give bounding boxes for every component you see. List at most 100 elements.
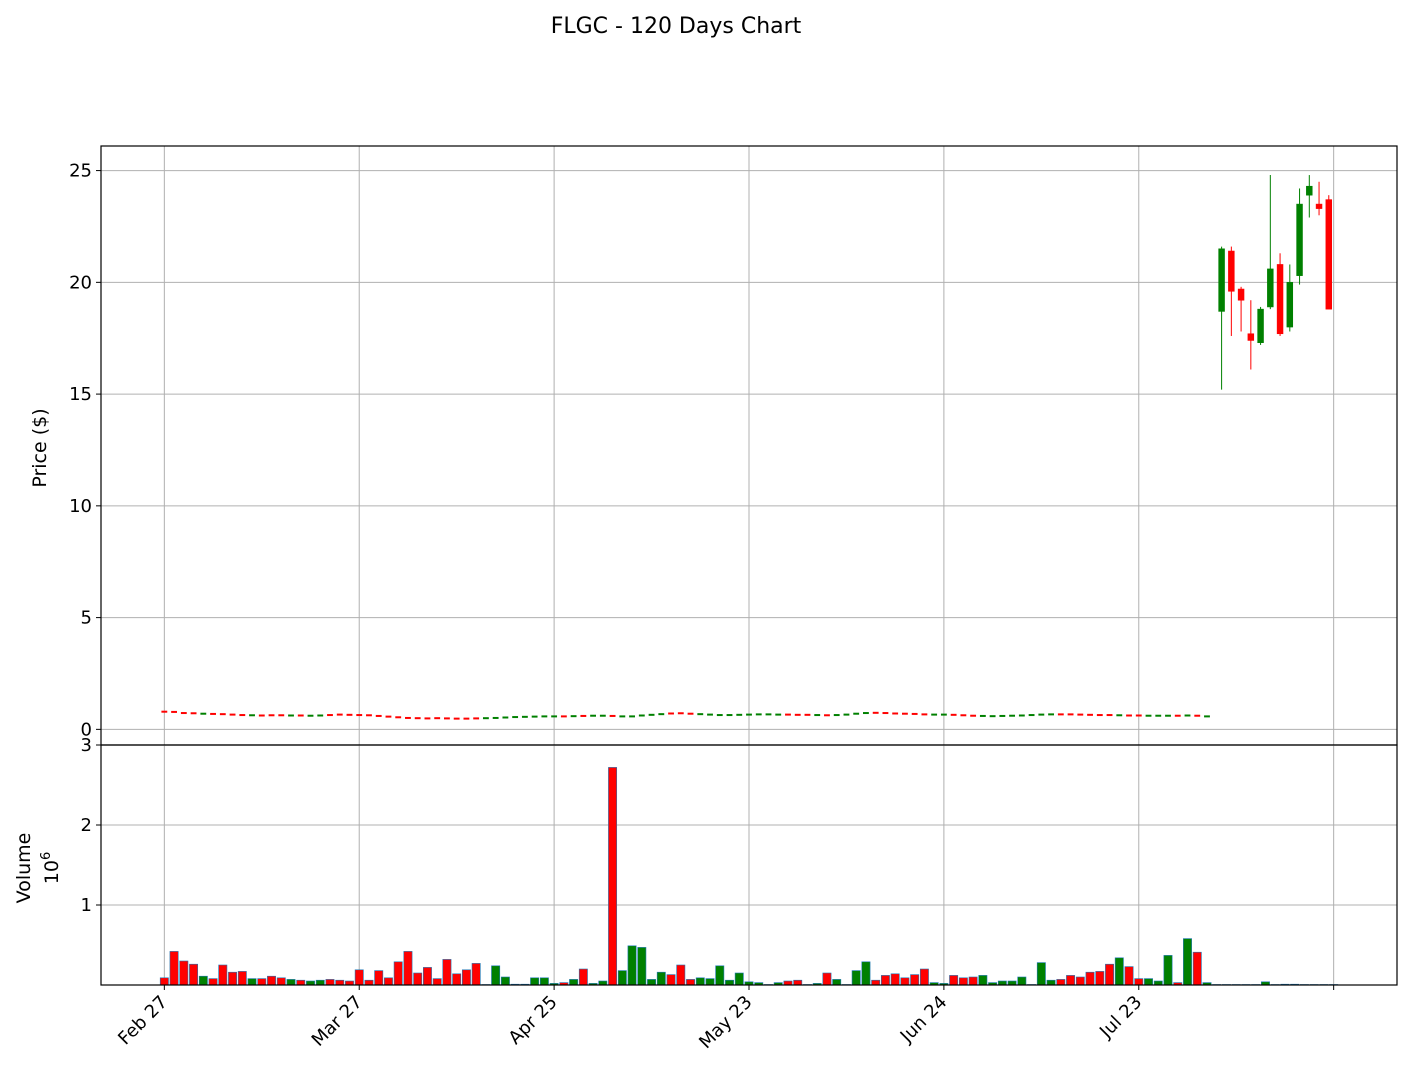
volume-bar [1105, 963, 1114, 986]
chart-title: FLGC - 120 Days Chart [551, 14, 802, 39]
volume-bar [949, 975, 959, 986]
volume-scale-base: 10 [41, 860, 63, 884]
x-tick-label: May 23 [695, 992, 756, 1053]
volume-bar [364, 979, 374, 986]
volume-bar [267, 975, 276, 986]
volume-bar [1075, 976, 1085, 986]
volume-bar [676, 964, 686, 986]
volume-bar [968, 976, 978, 986]
price-y-tick-label: 25 [69, 161, 92, 182]
volume-bar [354, 969, 364, 986]
volume-y-tick-label: 2 [81, 815, 92, 836]
volume-bar [208, 978, 218, 986]
x-axis-ticks: Feb 27 Mar 27 Apr 25 May 23 Jun 24 Jul 23 [114, 985, 1335, 1053]
volume-bar [978, 975, 988, 986]
candle-body [1306, 185, 1313, 196]
volume-bar [1066, 975, 1076, 986]
volume-bar [257, 978, 267, 986]
volume-bar [384, 977, 393, 986]
volume-bar [608, 767, 618, 986]
price-y-tick-label: 0 [81, 719, 92, 740]
volume-bar [198, 975, 208, 986]
volume-bar [228, 971, 237, 986]
volume-bar [1144, 978, 1153, 986]
volume-y-ticks: 1 2 3 [81, 735, 101, 916]
volume-grid [101, 744, 1397, 985]
volume-bar [471, 963, 481, 986]
volume-bar [286, 979, 296, 986]
volume-bar [461, 969, 471, 986]
volume-bar [851, 970, 861, 986]
volume-y-tick-label: 3 [81, 735, 92, 756]
candle-body [1325, 199, 1333, 310]
volume-bar [530, 977, 540, 986]
x-tick-label: Mar 27 [308, 992, 367, 1051]
volume-bar [452, 973, 462, 986]
price-axis-label: Price ($) [29, 408, 51, 487]
volume-bar [832, 979, 842, 986]
volume-bar [1056, 979, 1066, 986]
volume-bar [958, 977, 968, 986]
volume-bar [1085, 971, 1095, 986]
price-candles [1218, 175, 1333, 390]
volume-bar [919, 968, 929, 986]
candle-body [1247, 333, 1255, 341]
volume-bar [374, 970, 384, 986]
price-y-tick-label: 5 [81, 608, 92, 629]
candle-body [1286, 282, 1294, 328]
volume-bar [656, 971, 666, 986]
volume-bar [169, 951, 179, 986]
candle-body [1296, 203, 1303, 276]
volume-bar [725, 979, 734, 986]
x-tick-label: Jun 24 [896, 992, 952, 1048]
volume-bar [686, 979, 695, 986]
volume-bar [734, 972, 744, 986]
volume-bar [793, 979, 803, 986]
volume-bar [500, 976, 510, 986]
volume-bar [705, 978, 715, 986]
volume-axis-label: Volume [13, 833, 35, 904]
volume-bar [1134, 978, 1144, 986]
volume-bar [325, 979, 335, 986]
volume-bar [1163, 955, 1173, 986]
volume-bar [1183, 938, 1192, 986]
price-y-tick-label: 20 [69, 272, 92, 293]
volume-y-tick-label: 1 [81, 895, 92, 916]
volume-bar [491, 965, 501, 986]
volume-bar [666, 974, 676, 986]
volume-bar [578, 968, 588, 986]
volume-bar [179, 960, 189, 986]
volume-bar [1192, 951, 1202, 986]
volume-bar [422, 967, 432, 986]
volume-bar [218, 964, 228, 986]
volume-bar [315, 979, 325, 986]
volume-scale-exponent: 6 [39, 852, 54, 860]
candle-body [1257, 308, 1264, 343]
volume-bar [1036, 962, 1046, 986]
volume-bar [442, 959, 452, 986]
volume-bar [910, 974, 920, 986]
volume-bar [237, 971, 247, 986]
volume-bar [871, 979, 881, 986]
volume-bar [637, 947, 647, 986]
volume-bar [393, 961, 403, 986]
price-low-series [161, 710, 1210, 720]
volume-bar [1017, 976, 1027, 986]
x-tick-label: Jul 23 [1095, 992, 1146, 1043]
volume-bar [1124, 966, 1134, 986]
candle-body [1218, 248, 1225, 312]
volume-bar [1046, 979, 1056, 986]
volume-bar [880, 975, 890, 986]
volume-bar [617, 970, 627, 986]
volume-bar [276, 977, 286, 986]
volume-bar [1114, 957, 1124, 986]
volume-bar [403, 951, 413, 986]
volume-bar [715, 965, 725, 986]
volume-bar [189, 963, 199, 986]
volume-bar [627, 945, 637, 986]
volume-bars [159, 767, 1339, 986]
x-tick-label: Feb 27 [114, 992, 172, 1050]
volume-bar [247, 978, 257, 986]
volume-bar [695, 977, 705, 986]
